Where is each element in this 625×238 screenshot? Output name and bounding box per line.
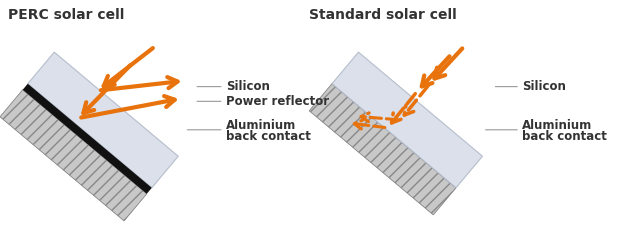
Polygon shape [309,84,456,215]
Text: back contact: back contact [522,130,607,143]
Text: Silicon: Silicon [226,80,269,93]
Polygon shape [22,84,152,194]
Text: PERC solar cell: PERC solar cell [8,8,124,22]
Text: Power reflector: Power reflector [226,95,329,108]
Polygon shape [0,90,147,221]
Polygon shape [332,52,482,188]
Text: Standard solar cell: Standard solar cell [309,8,457,22]
Text: back contact: back contact [226,130,311,143]
Text: Aluminium: Aluminium [522,119,592,132]
Text: Aluminium: Aluminium [226,119,296,132]
Text: Silicon: Silicon [522,80,566,93]
Polygon shape [28,52,178,188]
